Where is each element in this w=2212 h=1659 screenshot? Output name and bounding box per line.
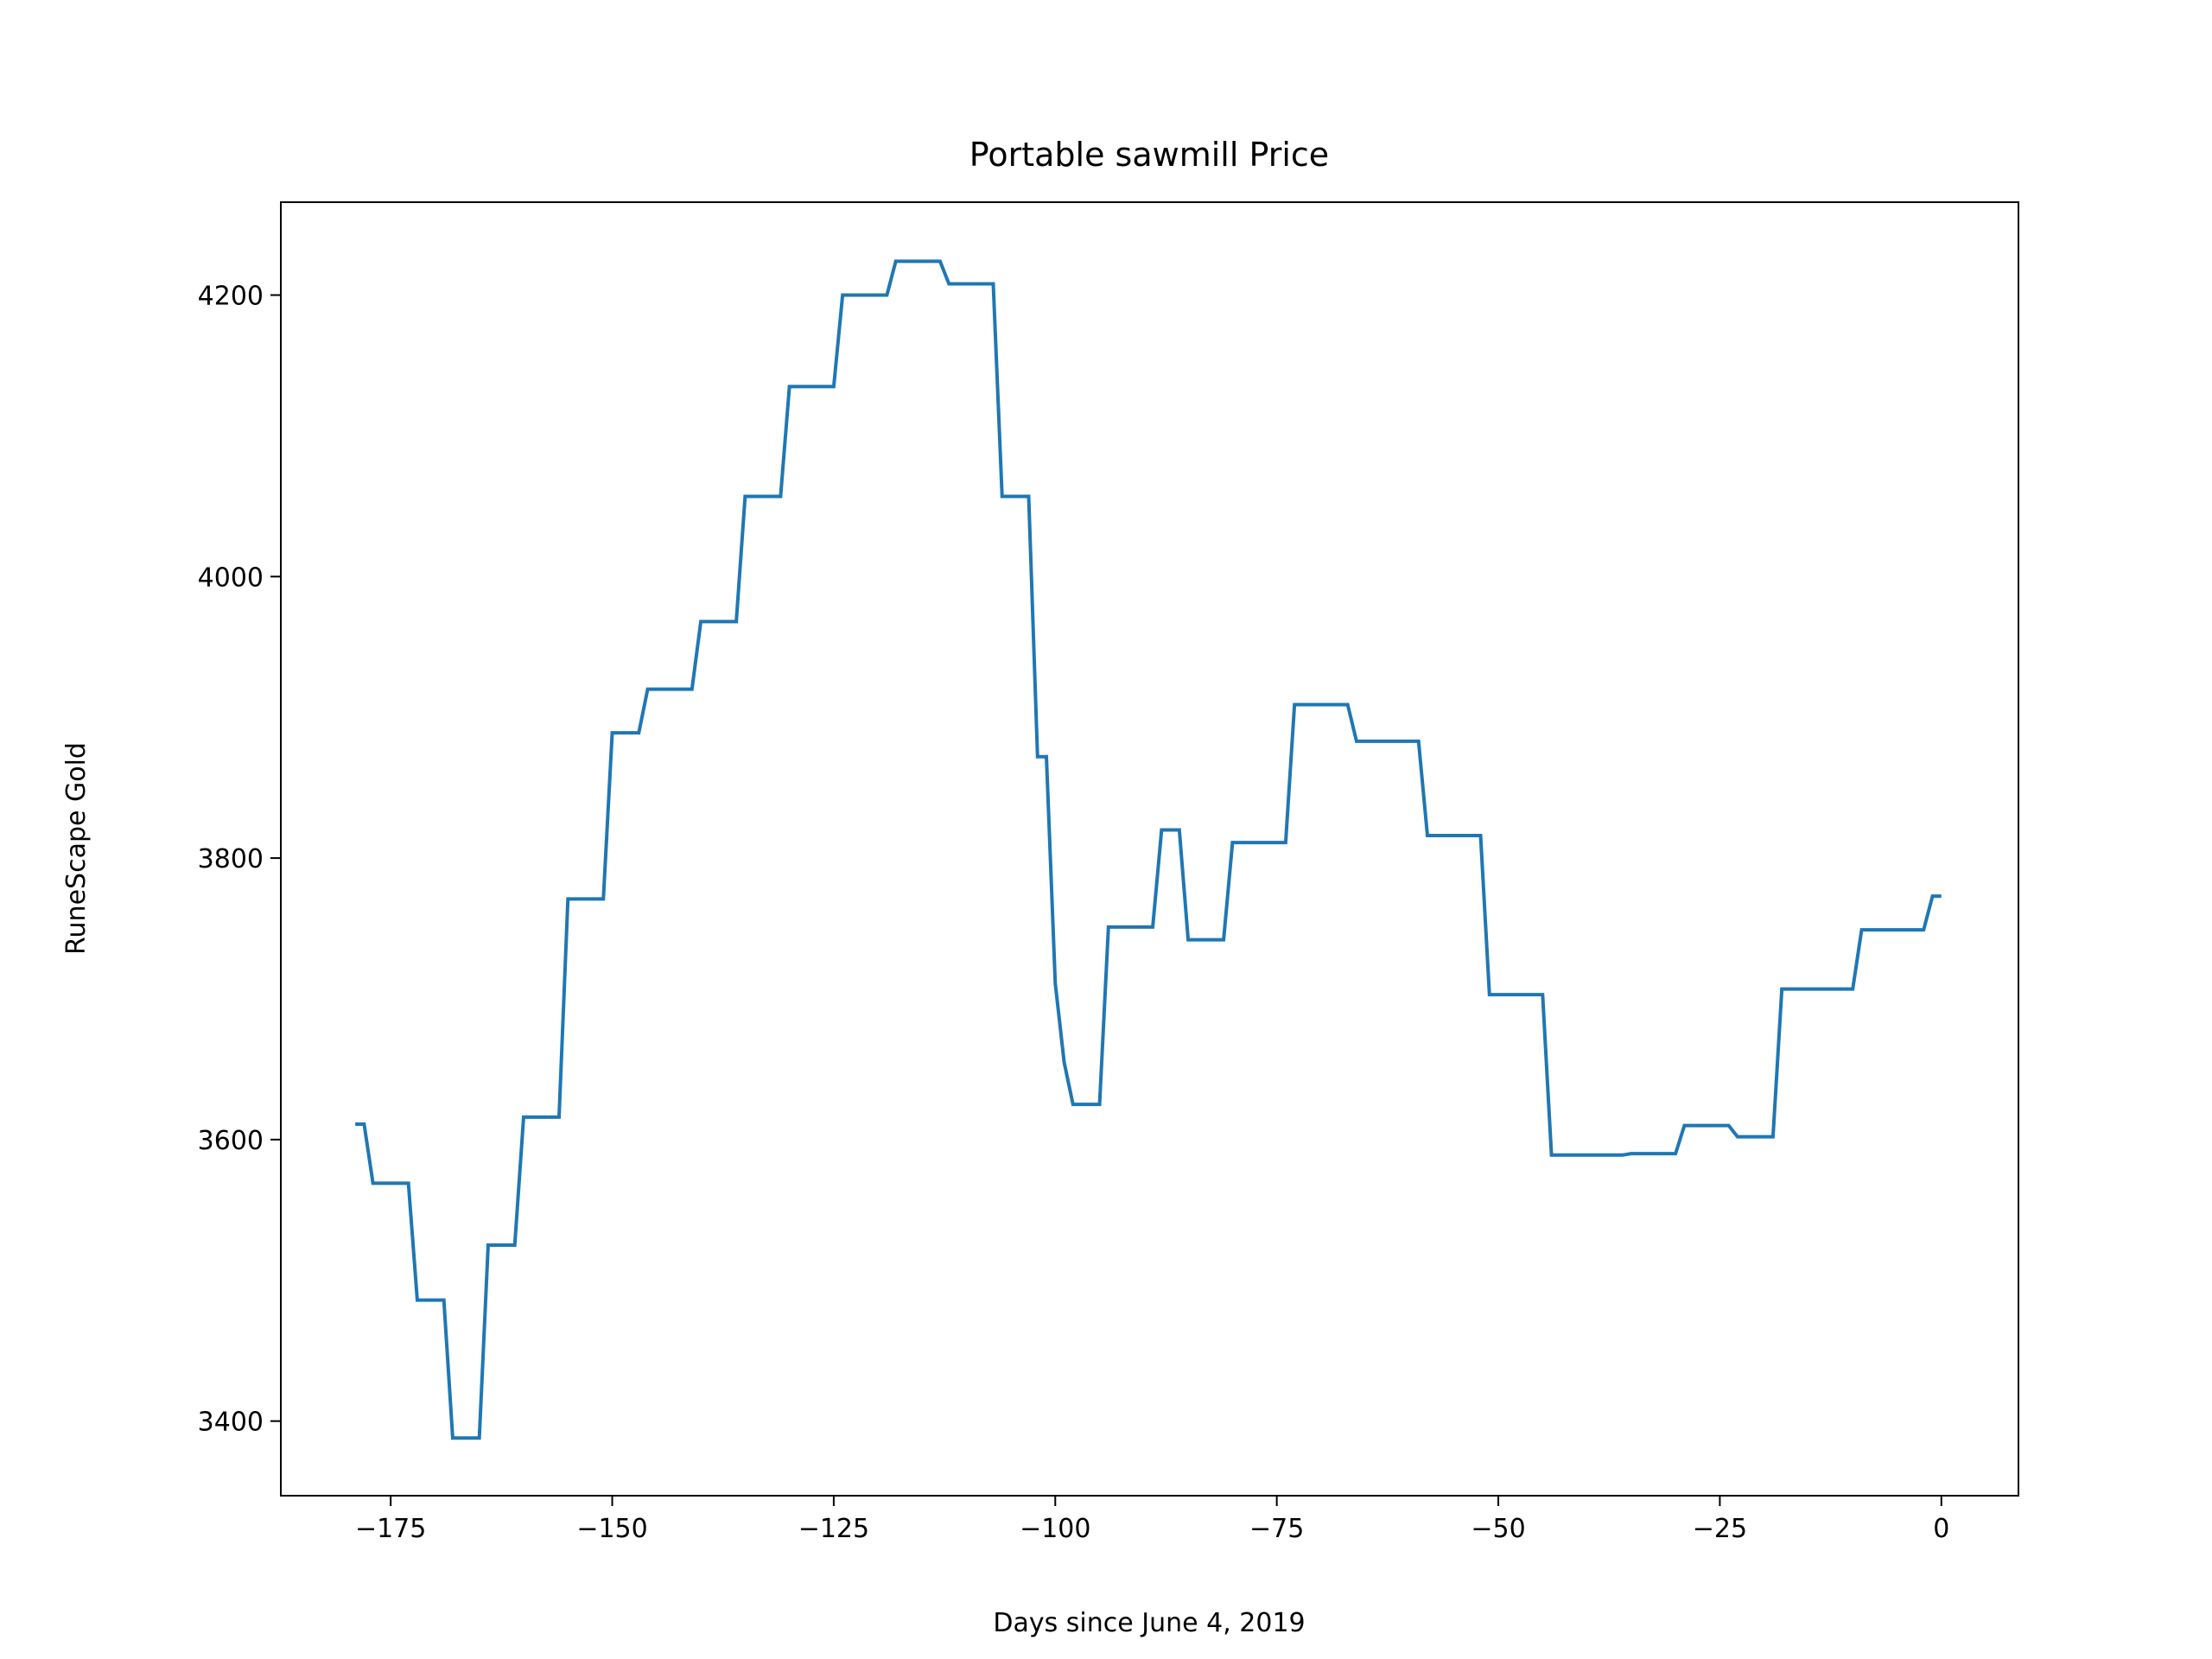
x-axis-label: Days since June 4, 2019 — [993, 1608, 1305, 1638]
chart-title: Portable sawmill Price — [969, 136, 1329, 174]
x-tick-label: 0 — [1933, 1514, 1949, 1544]
x-tick-label: −50 — [1471, 1514, 1525, 1544]
y-axis-label: RuneScape Gold — [61, 742, 92, 955]
x-tick-label: −125 — [798, 1514, 869, 1544]
x-tick-label: −25 — [1693, 1514, 1747, 1544]
x-tick-label: −75 — [1249, 1514, 1304, 1544]
plot-frame — [280, 201, 2019, 1497]
x-tick-label: −100 — [1020, 1514, 1090, 1544]
y-tick-label: 3400 — [198, 1408, 264, 1438]
x-tick-label: −175 — [355, 1514, 426, 1544]
line — [355, 259, 1942, 1440]
y-tick-label: 3600 — [198, 1126, 264, 1156]
y-tick-label: 4200 — [198, 282, 264, 312]
y-tick-label: 4000 — [198, 563, 264, 593]
y-tick-label: 3800 — [198, 844, 264, 874]
x-tick-label: −150 — [576, 1514, 647, 1544]
